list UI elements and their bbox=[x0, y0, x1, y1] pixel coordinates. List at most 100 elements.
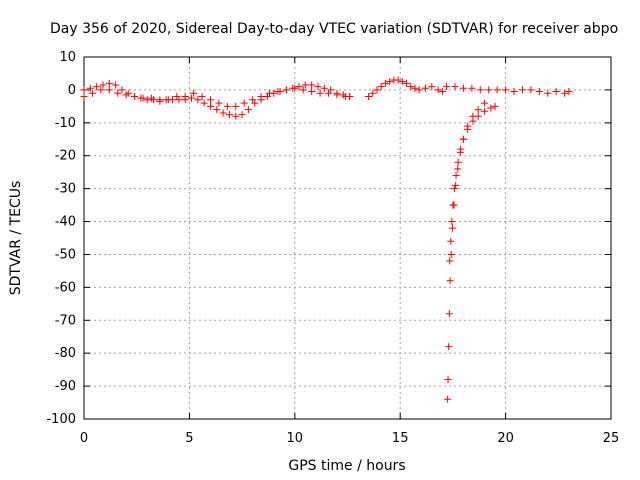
data-point bbox=[213, 106, 221, 114]
y-tick-label: 10 bbox=[59, 50, 76, 65]
data-point bbox=[386, 78, 394, 86]
data-point bbox=[487, 104, 495, 112]
data-point bbox=[474, 112, 482, 120]
data-point bbox=[114, 89, 122, 97]
data-point bbox=[565, 88, 573, 96]
plot-frame bbox=[83, 56, 612, 420]
data-point bbox=[454, 165, 462, 173]
data-point bbox=[219, 109, 227, 117]
data-point bbox=[308, 81, 316, 89]
x-tick-label: 20 bbox=[497, 431, 514, 446]
data-point bbox=[459, 84, 467, 92]
axis-ticks: 10 0 -10 -20 -30 -40 -50 -60 -70 -80 -90 -100 0 5 10 15… bbox=[46, 50, 619, 446]
data-point bbox=[316, 89, 324, 97]
data-point bbox=[446, 257, 454, 265]
data-point bbox=[438, 88, 446, 96]
y-tick-label: -50 bbox=[55, 247, 76, 262]
data-point bbox=[194, 96, 202, 104]
data-point bbox=[476, 86, 484, 94]
data-point bbox=[449, 201, 457, 209]
x-tick-label: 10 bbox=[287, 431, 304, 446]
data-point bbox=[80, 92, 88, 100]
data-point bbox=[301, 81, 309, 89]
data-point bbox=[535, 88, 543, 96]
data-point bbox=[232, 112, 240, 120]
data-point bbox=[457, 145, 465, 153]
data-point bbox=[448, 218, 456, 226]
series-drop-b bbox=[446, 102, 499, 265]
data-point bbox=[447, 250, 455, 258]
data-point bbox=[143, 96, 151, 104]
data-point bbox=[459, 135, 467, 143]
data-point bbox=[451, 83, 459, 91]
data-point bbox=[491, 102, 499, 110]
grid bbox=[84, 57, 611, 419]
data-point bbox=[407, 83, 415, 91]
data-point bbox=[527, 86, 535, 94]
data-point bbox=[112, 81, 120, 89]
data-point bbox=[518, 86, 526, 94]
data-point bbox=[93, 83, 101, 91]
data-point bbox=[394, 76, 402, 84]
data-point bbox=[314, 83, 322, 91]
data-point bbox=[80, 86, 88, 94]
data-point bbox=[308, 88, 316, 96]
series-arc-d bbox=[443, 83, 573, 97]
data-point bbox=[105, 86, 113, 94]
data-point bbox=[561, 89, 569, 97]
y-tick-label: -70 bbox=[55, 313, 76, 328]
data-point bbox=[164, 96, 172, 104]
data-point bbox=[325, 89, 333, 97]
data-point bbox=[131, 92, 139, 100]
data-point bbox=[369, 89, 377, 97]
x-tick-label: 0 bbox=[80, 431, 88, 446]
data-point bbox=[365, 92, 373, 100]
data-point bbox=[428, 83, 436, 91]
data-point bbox=[266, 89, 274, 97]
y-tick-label: -100 bbox=[46, 412, 76, 427]
data-point bbox=[468, 84, 476, 92]
chart-title: Day 356 of 2020, Sidereal Day-to-day VTE… bbox=[50, 21, 618, 37]
data-point bbox=[99, 81, 107, 89]
data-point bbox=[445, 310, 453, 318]
data-point bbox=[445, 343, 453, 351]
y-tick-label: -20 bbox=[55, 149, 76, 164]
data-point bbox=[333, 91, 341, 99]
data-point bbox=[282, 86, 290, 94]
data-point bbox=[215, 99, 223, 107]
data-point bbox=[377, 83, 385, 91]
data-point bbox=[454, 158, 462, 166]
data-point bbox=[444, 395, 452, 403]
data-point bbox=[443, 83, 451, 91]
data-point bbox=[493, 86, 501, 94]
data-point bbox=[86, 84, 94, 92]
data-point bbox=[320, 84, 328, 92]
data-point bbox=[139, 94, 147, 102]
data-point bbox=[552, 88, 560, 96]
data-point bbox=[118, 86, 126, 94]
series-arc-c bbox=[365, 76, 446, 100]
data-point bbox=[147, 94, 155, 102]
data-point bbox=[200, 99, 208, 107]
data-point bbox=[373, 86, 381, 94]
data-point bbox=[452, 171, 460, 179]
x-axis-label: GPS time / hours bbox=[288, 458, 405, 474]
data-point bbox=[448, 224, 456, 232]
y-tick-label: -10 bbox=[55, 116, 76, 131]
data-point bbox=[88, 89, 96, 97]
data-point bbox=[452, 181, 460, 189]
data-point bbox=[444, 376, 452, 384]
data-point bbox=[225, 111, 233, 119]
data-point bbox=[240, 99, 248, 107]
data-point bbox=[411, 84, 419, 92]
x-tick-label: 5 bbox=[185, 431, 193, 446]
y-tick-label: -90 bbox=[55, 379, 76, 394]
y-axis-label: SDTVAR / TECUs bbox=[8, 181, 24, 296]
data-point bbox=[299, 86, 307, 94]
data-point bbox=[469, 117, 477, 125]
series-arc-b bbox=[80, 84, 354, 110]
data-point bbox=[381, 79, 389, 87]
data-point bbox=[481, 107, 489, 115]
data-point bbox=[105, 79, 113, 87]
